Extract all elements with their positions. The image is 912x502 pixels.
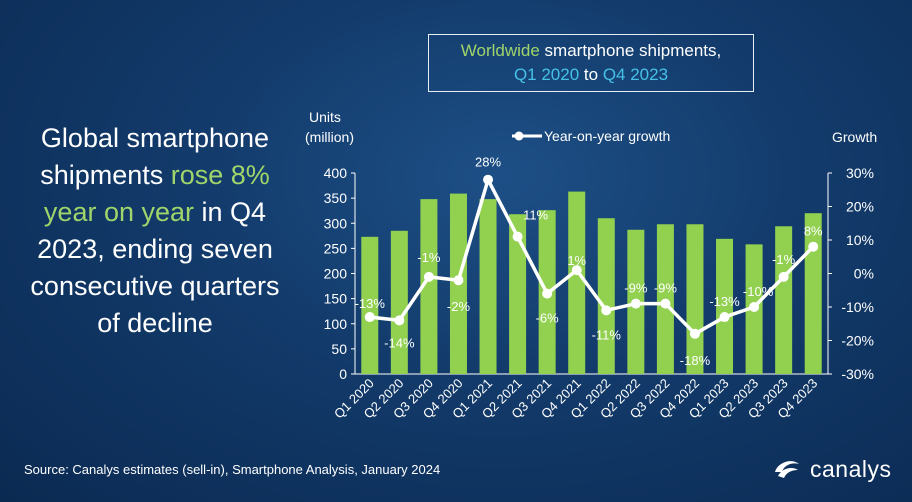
left-tick-label: 350 [324, 190, 348, 206]
left-tick-label: 150 [324, 291, 348, 307]
growth-point [719, 312, 730, 323]
legend-marker [514, 131, 524, 141]
title-line1: smartphone shipments, [539, 41, 722, 60]
right-tick-label: 30% [846, 165, 874, 181]
left-tick-label: 400 [324, 165, 348, 181]
growth-data-label: 8% [804, 224, 823, 239]
logo-text: canalys [810, 455, 892, 482]
y-axis-title-line2: (million) [305, 129, 354, 145]
bar-q1-2021 [479, 199, 497, 374]
growth-point [749, 302, 760, 312]
left-tick-label: 250 [324, 240, 348, 256]
growth-point [364, 312, 375, 323]
canalys-swirl-icon [775, 461, 799, 478]
growth-data-label: -13% [709, 294, 740, 309]
title-start-quarter: Q1 2020 [513, 65, 580, 84]
bar-q4-2022 [686, 224, 704, 374]
growth-data-label: -1% [417, 250, 441, 265]
growth-point [423, 271, 434, 282]
canalys-logo: canalys [772, 452, 891, 486]
bar-q1-2020 [361, 236, 379, 374]
growth-point [542, 288, 553, 299]
y2-axis-title: Growth [832, 129, 877, 145]
growth-point [778, 271, 789, 282]
left-tick-label: 200 [324, 266, 348, 282]
growth-point [601, 305, 612, 316]
bar-q2-2021 [509, 214, 527, 374]
growth-data-label: -9% [654, 281, 678, 296]
bar-q2-2020 [390, 230, 408, 374]
right-tick-label: -30% [841, 366, 874, 382]
growth-data-label: 11% [523, 208, 548, 223]
title-worldwide: Worldwide [460, 41, 540, 60]
bar-q3-2020 [420, 199, 438, 374]
growth-point [483, 174, 494, 185]
bar-q1-2023 [716, 238, 734, 374]
legend-label: Year-on-year growth [544, 128, 670, 144]
growth-point [808, 241, 819, 252]
growth-data-label: -10% [743, 284, 774, 299]
growth-point [660, 298, 671, 309]
bar-q3-2023 [775, 226, 793, 374]
left-tick-label: 100 [324, 316, 348, 332]
headline-text-2: in Q4 2023, ending seven consecutive qua… [30, 197, 280, 338]
right-tick-label: -10% [841, 299, 874, 315]
left-tick-label: 50 [331, 341, 347, 357]
growth-data-label: -18% [680, 353, 711, 368]
growth-data-label: -14% [384, 335, 415, 350]
left-tick-label: 300 [324, 215, 348, 231]
source-note: Source: Canalys estimates (sell-in), Sma… [24, 462, 441, 477]
growth-data-label: -6% [536, 311, 560, 326]
growth-data-label: -11% [592, 327, 622, 342]
title-to: to [579, 65, 603, 84]
right-tick-label: 10% [846, 232, 874, 248]
growth-data-label: -9% [624, 281, 648, 296]
y-axis-title-line1: Units [309, 109, 341, 125]
growth-point [571, 265, 582, 276]
growth-data-label: -13% [355, 296, 386, 311]
growth-data-label: 28% [475, 155, 501, 170]
growth-point [630, 298, 641, 309]
growth-data-label: -2% [447, 299, 471, 314]
title-end-quarter: Q4 2023 [602, 65, 669, 84]
bar-q1-2022 [597, 218, 615, 374]
growth-line [369, 177, 815, 336]
headline-text-1: Global smartphone shipments [40, 123, 270, 190]
growth-point [394, 315, 405, 326]
growth-point [512, 231, 523, 242]
left-tick-label: 0 [339, 366, 347, 382]
headline-highlight: rose 8% year on year [43, 160, 270, 227]
growth-data-label: 1% [567, 253, 586, 268]
right-tick-label: -20% [841, 333, 874, 349]
headline: Global smartphone shipments rose 8% year… [24, 120, 286, 342]
right-tick-label: 20% [846, 199, 874, 215]
growth-point [689, 328, 700, 339]
bar-q4-2021 [568, 191, 586, 374]
chart-title-box: Worldwide smartphone shipments, Q1 2020 … [428, 34, 754, 92]
right-tick-label: 0% [854, 266, 874, 282]
growth-data-label: -1% [772, 252, 796, 267]
growth-point [453, 275, 464, 286]
